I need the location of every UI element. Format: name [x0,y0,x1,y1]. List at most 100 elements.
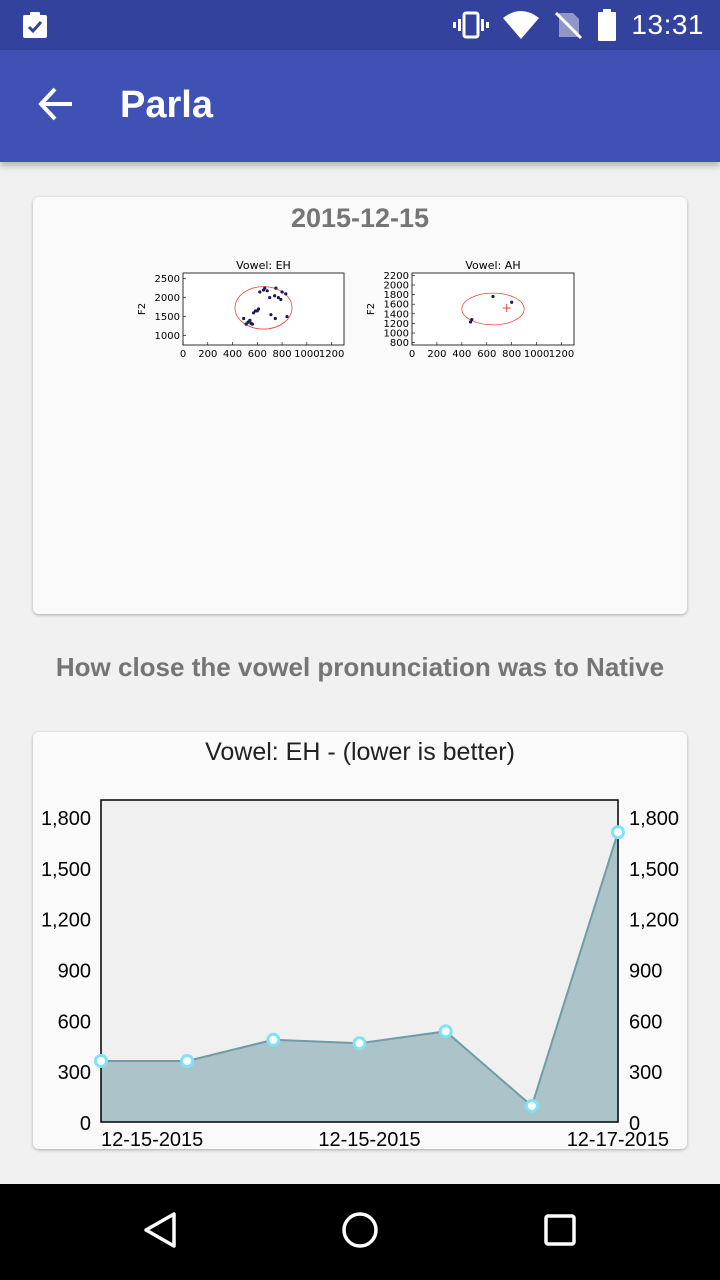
score-chart: 0 0 300 300 600 600 900 900 1,200 1,200 1,500 1,500… [41,799,679,1149]
y-tick-label: 1600 [384,300,409,311]
x-tick-label: 0 [409,349,415,360]
formant-point [273,316,277,321]
x-tick-label: 1200 [319,349,344,360]
formant-point [276,296,280,300]
formant-point [248,318,252,322]
formant-point [268,296,272,300]
formant-point [280,290,284,294]
native-ellipse [461,292,525,326]
y-tick-label-left: 1,800 [41,808,91,830]
y-tick-label-left: 1,200 [41,910,91,932]
arrow-left-icon [38,86,74,127]
y-tick-label-right: 900 [629,960,662,982]
x-tick-label: 1000 [294,349,319,360]
formant-plot-0: Vowel: EH0 200 400 600 800 1000 12001000150020… [137,259,345,360]
y-tick-label-right: 0 [629,1113,640,1135]
y-tick-label: 1200 [384,319,409,330]
no-sim-icon [553,10,583,40]
x-tick-label: 1000 [524,349,549,360]
formant-point [470,317,474,322]
x-tick-label: 600 [477,349,496,360]
x-tick-label: 12-15-2015 [101,1129,203,1149]
y-tick-label-left: 600 [58,1011,91,1033]
formant-point [285,314,289,319]
status-bar: 13:31 [0,0,720,50]
formant-plot-title: Vowel: AH [465,259,520,272]
data-point [352,1036,367,1051]
section-heading: How close the vowel pronunciation was to… [55,652,665,682]
formant-point [468,320,473,324]
formant-plot-frame [182,272,345,346]
back-triangle-icon [140,1210,180,1255]
formant-plot-1: Vowel: AH0 200 400 600 800 1000 12008001000120… [366,259,575,360]
y-tick-label-left: 300 [58,1062,91,1084]
x-tick-label: 400 [223,349,242,360]
y-tick-label-right: 1,500 [629,859,679,881]
y-axis-label: F2 [137,303,148,315]
formant-point [256,307,261,311]
formant-plot-frame [411,272,575,346]
x-tick-label: 12-15-2015 [318,1129,420,1149]
formant-point [491,294,495,299]
y-tick-label-left: 1,500 [41,859,91,881]
home-circle-icon [340,1210,380,1255]
wifi-icon [503,10,540,40]
x-tick-label: 200 [198,349,217,360]
session-card: 2015-12-15 Vowel: EH 0 200 400 600 800 1000 120… [33,197,687,614]
app-bar: Parla [0,50,720,162]
formant-point [265,289,269,293]
x-tick-label: 800 [273,349,292,360]
y-tick-label-left: 900 [58,960,91,982]
native-ellipse [234,286,293,330]
y-tick-label: 1000 [384,329,409,340]
y-tick-label: 2500 [155,274,180,285]
nav-home-button[interactable] [330,1202,390,1262]
y-tick-label-left: 0 [80,1113,91,1135]
y-axis-label: F2 [366,303,377,315]
formant-plot-title: Vowel: EH [236,259,291,272]
data-point [266,1032,281,1047]
y-tick-label-right: 1,200 [629,910,679,932]
y-tick-label-right: 600 [629,1011,662,1033]
y-tick-label: 2000 [384,281,409,292]
x-tick-label: 400 [452,349,471,360]
y-tick-label: 1800 [384,290,409,301]
formant-point [279,297,283,302]
formant-point [510,300,514,304]
x-tick-label: 800 [502,349,521,360]
x-tick-label: 0 [180,349,186,360]
y-tick-label: 1000 [155,331,180,342]
navigation-bar [0,1184,720,1280]
y-tick-label: 800 [390,338,409,349]
y-tick-label-right: 300 [629,1062,662,1084]
formant-plots: Vowel: EH0 200 400 600 800 1000 12001000150020… [137,259,575,360]
plot-frame [100,799,619,1123]
session-date: 2015-12-15 [290,203,430,233]
formant-point [258,290,262,294]
nav-recents-button[interactable] [530,1202,590,1262]
back-button[interactable] [26,76,86,136]
formant-point [242,316,246,321]
data-point [94,1053,108,1068]
formant-point [274,286,278,290]
y-tick-label: 1500 [155,312,180,323]
x-tick-label: 12-17-2015 [567,1129,669,1149]
formant-point [269,313,273,317]
battery-icon [597,9,617,41]
data-point [180,1053,195,1068]
chart-title: Vowel: EH - (lower is better) [205,738,515,766]
clipboard-check-icon [20,10,50,40]
vibrate-icon [453,10,490,40]
status-time: 13:31 [631,9,704,40]
x-tick-label: 1200 [549,349,574,360]
formant-point [284,292,288,296]
data-point [524,1098,539,1113]
nav-back-button[interactable] [130,1202,190,1262]
x-tick-label: 200 [427,349,446,360]
y-tick-label: 1400 [384,309,409,320]
data-point [611,825,625,840]
recents-square-icon [540,1210,580,1255]
area-fill [101,832,618,1122]
y-tick-label-right: 1,800 [629,808,679,830]
formant-point [273,294,277,298]
